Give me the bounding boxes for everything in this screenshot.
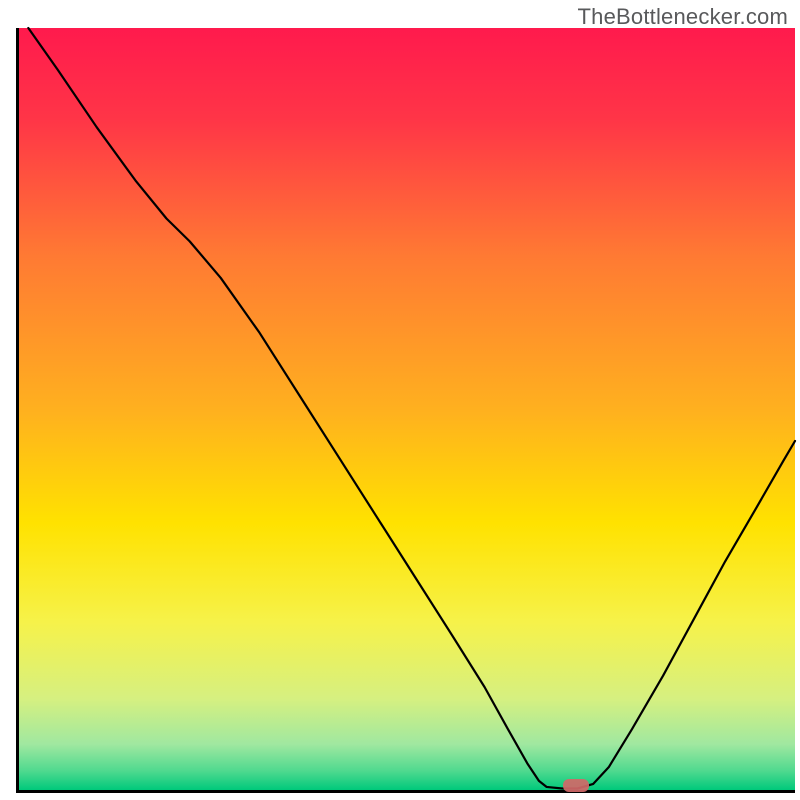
bottleneck-curve <box>0 0 800 800</box>
watermark-text: TheBottlenecker.com <box>578 4 788 30</box>
